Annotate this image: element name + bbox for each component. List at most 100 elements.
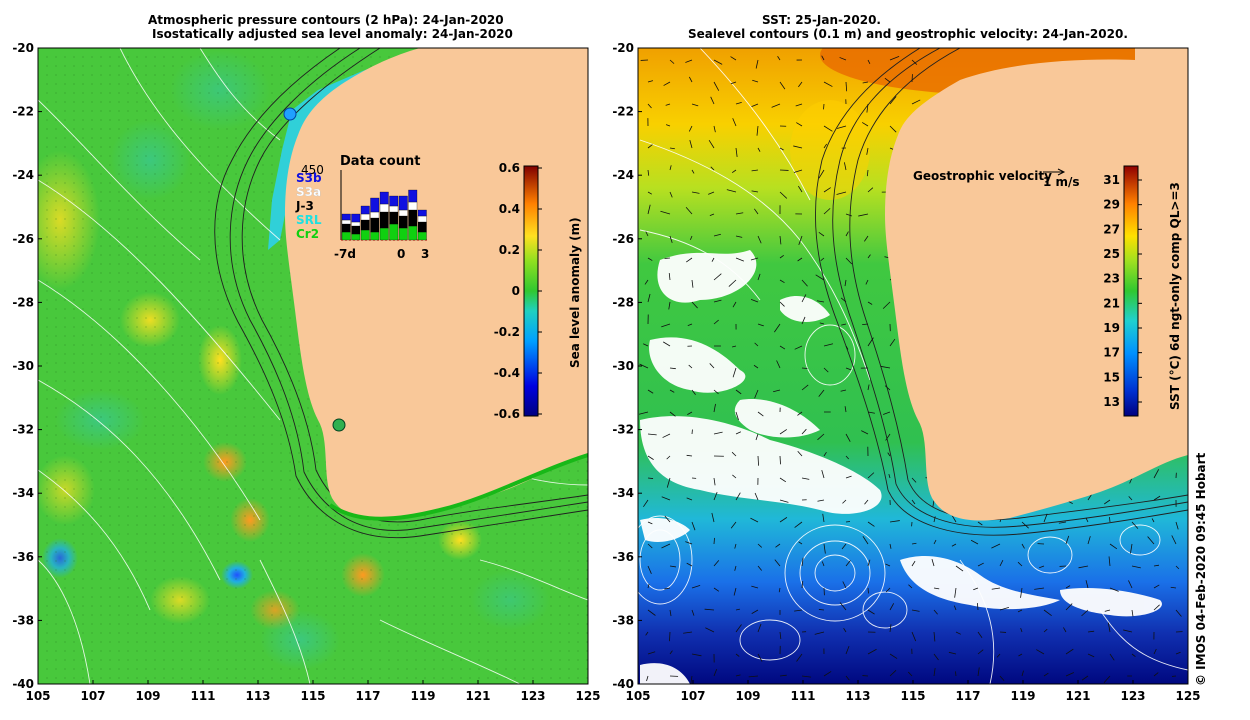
velocity-arrow bbox=[933, 587, 940, 590]
velocity-arrow bbox=[779, 517, 788, 523]
velocity-arrow bbox=[643, 343, 649, 347]
velocity-arrow bbox=[735, 389, 742, 395]
velocity-arrow bbox=[730, 81, 737, 85]
velocity-arrow bbox=[757, 455, 759, 466]
velocity-arrow bbox=[661, 323, 671, 328]
velocity-arrow bbox=[750, 299, 759, 303]
right-title-line2: Sealevel contours (0.1 m) and geostrophi… bbox=[688, 27, 1128, 41]
velocity-arrow bbox=[996, 653, 1001, 658]
tide-gauge-marker bbox=[283, 107, 297, 121]
velocity-arrow bbox=[1021, 543, 1025, 549]
velocity-arrow bbox=[669, 165, 672, 171]
velocity-arrow bbox=[757, 273, 761, 281]
velocity-arrow bbox=[683, 631, 693, 634]
velocity-arrow bbox=[735, 608, 741, 611]
velocity-arrow bbox=[911, 477, 917, 483]
inset-bar-segment bbox=[398, 195, 408, 211]
inset-bar-segment bbox=[341, 213, 351, 221]
velocity-arrow bbox=[911, 631, 917, 642]
velocity-arrow bbox=[750, 517, 759, 523]
velocity-arrow bbox=[735, 492, 741, 501]
inset-x-zero: 0 bbox=[397, 247, 405, 261]
velocity-arrow bbox=[757, 235, 762, 244]
velocity-arrow bbox=[889, 653, 898, 659]
sla-colorbar: 0.6 0.4 0.2 0 -0.2 -0.4 -0.6 bbox=[494, 161, 542, 421]
colorbar-tick-label: 27 bbox=[1103, 222, 1120, 236]
velocity-arrow bbox=[867, 559, 871, 567]
velocity-arrow bbox=[735, 674, 741, 677]
velocity-arrow bbox=[755, 59, 759, 69]
velocity-arrow bbox=[735, 653, 740, 657]
velocity-arrow bbox=[776, 360, 781, 369]
velocity-arrow bbox=[732, 345, 737, 348]
velocity-arrow bbox=[1151, 518, 1155, 523]
velocity-arrow bbox=[844, 279, 847, 287]
velocity-arrow bbox=[801, 675, 812, 678]
velocity-arrow bbox=[867, 301, 873, 305]
velocity-arrow bbox=[911, 542, 917, 545]
velocity-arrow bbox=[817, 499, 825, 502]
velocity-arrow bbox=[638, 411, 649, 415]
velocity-arrow bbox=[845, 560, 851, 567]
lon-tick-label: 121 bbox=[1065, 689, 1090, 703]
velocity-arrow bbox=[932, 499, 935, 507]
velocity-arrow bbox=[1081, 675, 1089, 681]
velocity-arrow bbox=[748, 675, 759, 678]
velocity-arrow bbox=[1020, 627, 1023, 633]
velocity-arrow bbox=[664, 257, 671, 259]
velocity-arrow bbox=[796, 122, 803, 127]
velocity-arrow bbox=[1085, 580, 1089, 589]
velocity-arrow bbox=[754, 342, 759, 347]
lon-tick-label: 123 bbox=[1120, 689, 1145, 703]
velocity-arrow bbox=[1107, 622, 1111, 633]
velocity-arrow bbox=[691, 191, 700, 194]
velocity-arrow bbox=[839, 57, 847, 61]
velocity-arrow bbox=[713, 59, 723, 65]
lat-tick-label: -20 bbox=[12, 41, 34, 55]
inset-bar-segment bbox=[360, 205, 370, 215]
velocity-arrow bbox=[779, 631, 782, 640]
velocity-arrow bbox=[646, 675, 649, 682]
velocity-arrow bbox=[845, 345, 849, 350]
velocity-arrow bbox=[818, 389, 825, 397]
velocity-arrow bbox=[867, 587, 869, 594]
velocity-arrow bbox=[885, 587, 891, 593]
inset-bar-segment bbox=[360, 229, 370, 241]
velocity-arrow bbox=[647, 609, 656, 616]
velocity-arrow bbox=[665, 124, 671, 127]
lat-tick-label: -36 bbox=[612, 550, 634, 564]
velocity-arrow bbox=[977, 562, 984, 567]
inset-bar-segment bbox=[341, 223, 351, 233]
velocity-arrow bbox=[709, 363, 715, 369]
velocity-arrow bbox=[864, 499, 869, 505]
velocity-arrow bbox=[801, 581, 804, 589]
velocity-arrow bbox=[823, 543, 826, 554]
velocity-arrow bbox=[911, 609, 920, 612]
velocity-arrow bbox=[713, 389, 719, 395]
velocity-arrow bbox=[647, 103, 652, 109]
velocity-arrow bbox=[1129, 477, 1133, 484]
land-left bbox=[285, 48, 588, 521]
velocity-arrow bbox=[691, 279, 694, 288]
velocity-arrow bbox=[794, 609, 803, 612]
inset-legend-item: SRL bbox=[296, 213, 322, 227]
velocity-arrow bbox=[836, 191, 847, 195]
sst-colorbar-label: SST (°C) 6d ngt-only comp QL>=3 bbox=[1168, 182, 1182, 410]
velocity-arrow bbox=[862, 323, 869, 326]
velocity-arrow bbox=[1081, 609, 1089, 617]
velocity-arrow bbox=[845, 645, 850, 655]
velocity-arrow bbox=[977, 631, 983, 639]
velocity-arrow bbox=[845, 521, 851, 523]
velocity-arrow bbox=[796, 653, 803, 662]
velocity-arrow bbox=[687, 411, 693, 415]
lat-tick-label: -20 bbox=[612, 41, 634, 55]
lat-tick-label: -28 bbox=[12, 295, 34, 309]
velocity-arrow bbox=[691, 521, 696, 531]
velocity-arrow bbox=[885, 563, 891, 567]
velocity-arrow bbox=[889, 338, 896, 347]
velocity-arrow bbox=[713, 491, 718, 501]
velocity-arrow bbox=[1043, 513, 1048, 523]
lon-tick-label: 107 bbox=[80, 689, 105, 703]
velocity-arrow bbox=[845, 257, 853, 265]
